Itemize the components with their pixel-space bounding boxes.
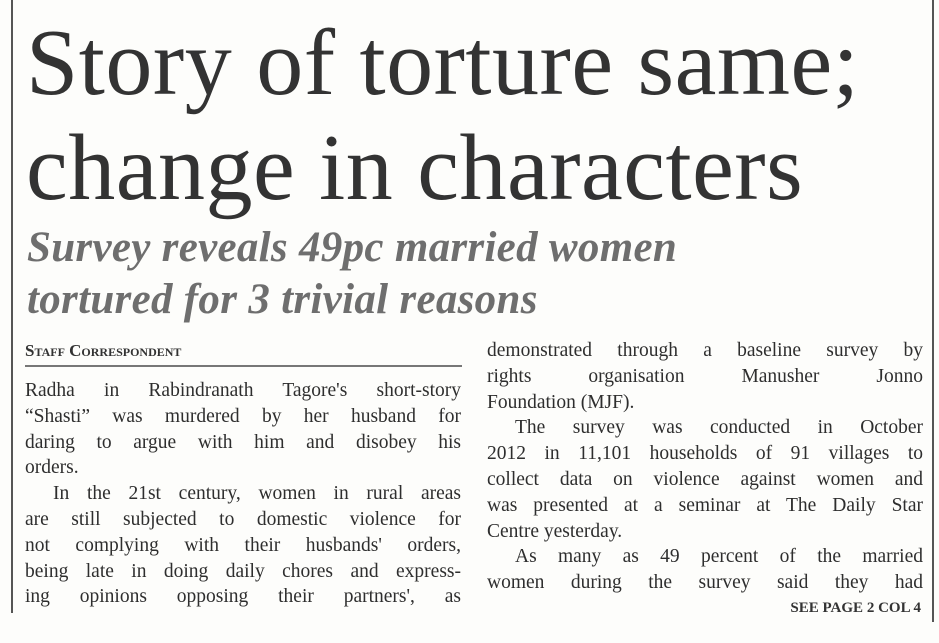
text-line: ing opinions opposing their partners', a… [25,586,461,608]
article-column-right: demonstrated through a baseline survey b… [487,338,923,596]
text-line: demonstrated through a baseline survey b… [487,340,923,361]
text-line: 2012 in 11,101 households of 91 villages… [487,443,923,465]
continuation-jump: SEE PAGE 2 COL 4 [790,600,921,616]
subheadline-line-1: Survey reveals 49pc married women [27,224,678,271]
text-line: Radha in Rabindranath Tagore's short-sto… [25,380,461,401]
subheadline-line-2: tortured for 3 trivial reasons [27,276,538,323]
article-column-left: Radha in Rabindranath Tagore's short-sto… [25,378,461,610]
text-line: are still subjected to domestic violence… [25,508,461,530]
left-column-rule [11,0,13,613]
text-line: As many as 49 percent of the married [515,546,923,568]
text-line: was presented at a seminar at The Daily … [487,494,923,516]
text-line: The survey was conducted in October [515,417,923,439]
text-line: In the 21st century, women in rural area… [53,483,461,505]
byline: Staff Correspondent [25,341,182,360]
headline-line-2: change in characters [26,116,804,220]
text-line: orders. [25,457,79,479]
byline-divider [25,365,462,367]
headline-line-1: Story of torture same; [26,11,860,115]
text-line: women during the survey said they had [487,572,923,594]
text-line: being late in doing daily chores and exp… [25,560,461,582]
text-line: Centre yesterday. [487,520,623,542]
text-line: “Shasti” was murdered by her husband for [25,405,461,427]
right-column-rule [932,0,934,622]
text-line: collect data on violence against women a… [487,468,923,490]
text-line: not complying with their husbands' order… [25,534,461,556]
text-line: rights organisation Manusher Jonno [487,365,923,387]
text-line: Foundation (MJF). [487,391,635,413]
text-line: daring to argue with him and disobey his [25,431,461,453]
